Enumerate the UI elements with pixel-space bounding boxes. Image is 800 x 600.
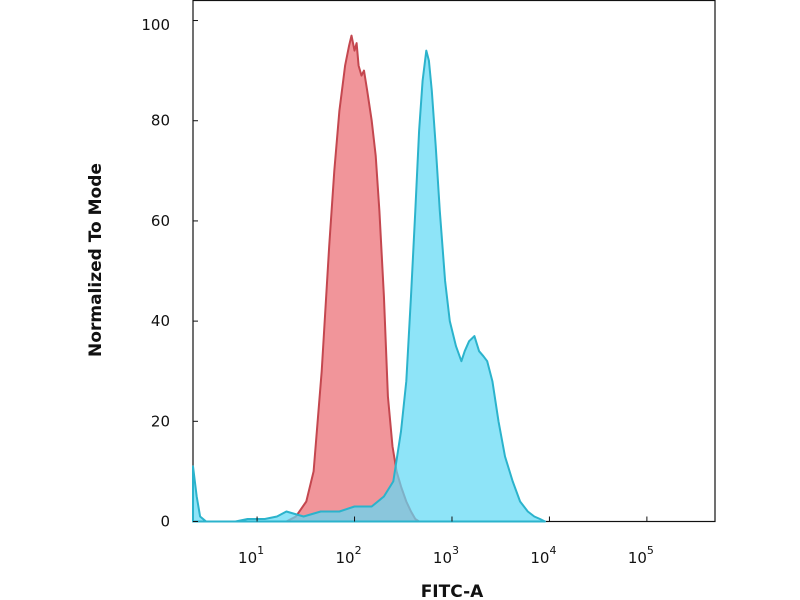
x-tick-label: 104 xyxy=(530,544,556,567)
x-tick-label: 105 xyxy=(628,544,654,567)
x-tick-label: 101 xyxy=(238,544,264,567)
y-tick-label: 0 xyxy=(160,513,170,531)
y-tick-label: 20 xyxy=(151,412,170,430)
y-tick-label: 80 xyxy=(151,112,170,130)
x-tick-label: 102 xyxy=(335,544,361,567)
y-tick-label: 60 xyxy=(151,212,170,230)
y-tick-label: 100 xyxy=(141,16,170,34)
x-axis-title: FITC-A xyxy=(421,582,484,600)
histogram-series-2 xyxy=(192,49,546,523)
y-axis-title: Normalized To Mode xyxy=(86,163,106,357)
y-tick-label: 40 xyxy=(151,312,170,330)
x-axis-ticks: 101 102 103 104 105 xyxy=(238,516,654,567)
x-tick-label: 103 xyxy=(433,544,459,567)
y-axis-ticks: 0 20 40 60 80 100 xyxy=(141,16,198,531)
series-layer xyxy=(192,34,546,523)
